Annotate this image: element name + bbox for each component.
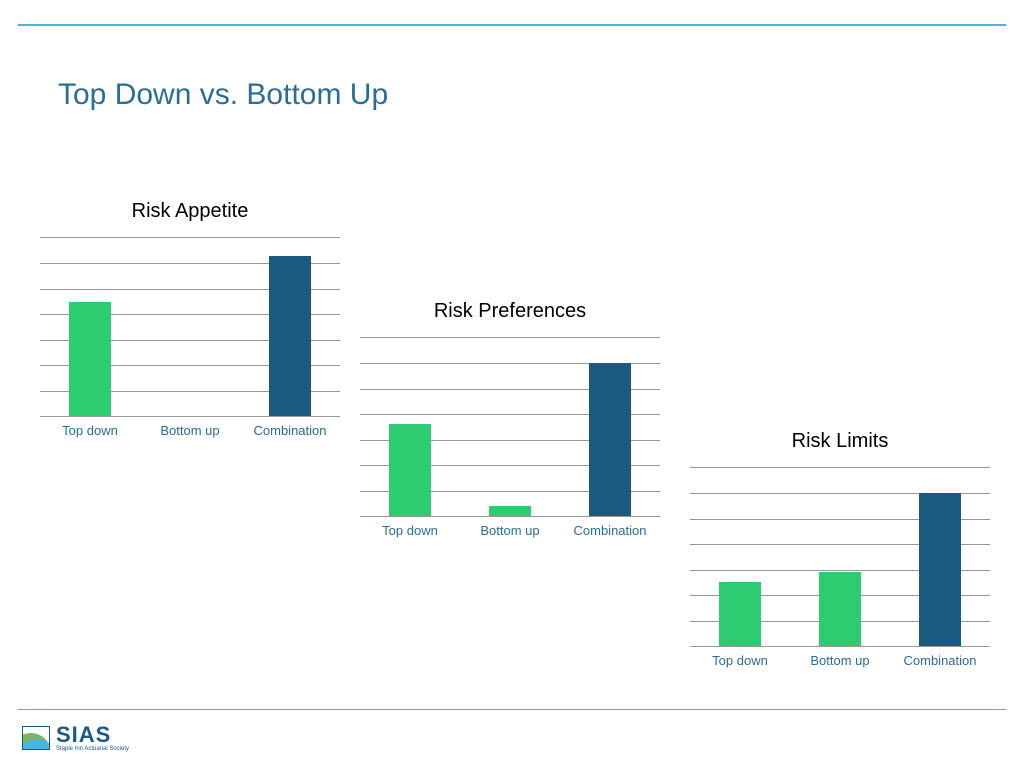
bar	[489, 506, 531, 516]
x-axis-label: Bottom up	[460, 523, 560, 538]
bar	[919, 493, 961, 646]
chart-risk-appetite: Risk Appetite Top downBottom upCombinati…	[40, 200, 340, 438]
x-axis-label: Top down	[360, 523, 460, 538]
page-title: Top Down vs. Bottom Up	[58, 78, 388, 112]
bottom-divider	[18, 709, 1006, 710]
plot-area	[360, 337, 660, 517]
x-axis-label: Bottom up	[790, 653, 890, 668]
bars	[360, 338, 660, 516]
chart-title: Risk Appetite	[40, 200, 340, 223]
x-axis-label: Bottom up	[140, 423, 240, 438]
logo-mark-icon	[22, 726, 50, 750]
footer-logo: SIAS Staple Inn Actuarial Society	[22, 724, 129, 752]
x-axis-labels: Top downBottom upCombination	[360, 523, 660, 538]
bar	[389, 424, 431, 516]
bars	[690, 468, 990, 646]
logo-text-wrap: SIAS Staple Inn Actuarial Society	[56, 724, 129, 752]
bar	[819, 572, 861, 646]
x-axis-label: Top down	[690, 653, 790, 668]
logo-text: SIAS	[56, 724, 129, 746]
chart-title: Risk Limits	[690, 430, 990, 453]
plot-area	[40, 237, 340, 417]
chart-risk-limits: Risk Limits Top downBottom upCombination	[690, 430, 990, 668]
bar	[69, 302, 111, 416]
chart-risk-preferences: Risk Preferences Top downBottom upCombin…	[360, 300, 660, 538]
plot-area	[690, 467, 990, 647]
bar	[719, 582, 761, 646]
x-axis-label: Combination	[560, 523, 660, 538]
x-axis-labels: Top downBottom upCombination	[690, 653, 990, 668]
x-axis-label: Top down	[40, 423, 140, 438]
bar	[589, 363, 631, 516]
x-axis-labels: Top downBottom upCombination	[40, 423, 340, 438]
logo-subtext: Staple Inn Actuarial Society	[56, 746, 129, 752]
x-axis-label: Combination	[890, 653, 990, 668]
x-axis-label: Combination	[240, 423, 340, 438]
chart-title: Risk Preferences	[360, 300, 660, 323]
top-divider	[18, 24, 1006, 26]
logo-swoosh	[22, 739, 50, 750]
bars	[40, 238, 340, 416]
bar	[269, 256, 311, 416]
